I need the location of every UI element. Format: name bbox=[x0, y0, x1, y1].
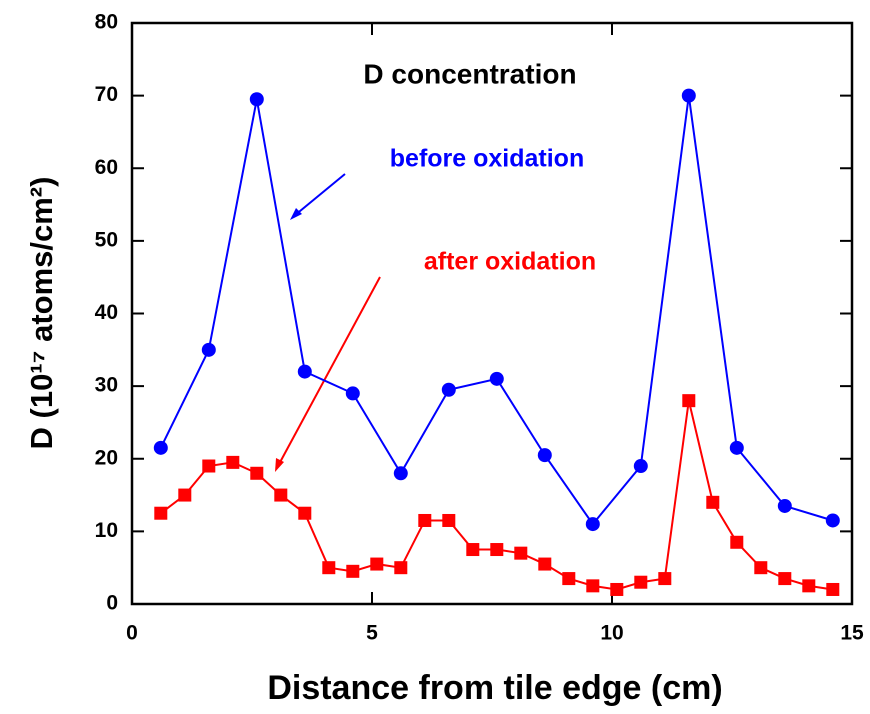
data-point bbox=[537, 448, 552, 463]
y-tick-label: 30 bbox=[95, 374, 118, 397]
data-point bbox=[202, 459, 216, 473]
data-point bbox=[802, 579, 816, 593]
arrow-head bbox=[275, 458, 284, 472]
y-tick-label: 70 bbox=[95, 83, 118, 106]
data-point bbox=[442, 513, 456, 527]
data-point bbox=[538, 557, 552, 571]
y-axis-title: D (10¹⁷ atoms/cm²) bbox=[24, 177, 59, 450]
data-point bbox=[585, 517, 600, 532]
data-point bbox=[201, 342, 216, 357]
data-point bbox=[226, 455, 240, 469]
data-point bbox=[562, 572, 576, 586]
annotation-arrow bbox=[277, 276, 381, 467]
plot-frame bbox=[130, 21, 854, 606]
data-point bbox=[418, 513, 432, 527]
y-tick-label: 20 bbox=[95, 446, 118, 469]
y-tick-label: 60 bbox=[95, 156, 118, 179]
data-point bbox=[394, 561, 408, 575]
data-point bbox=[682, 394, 696, 408]
data-point bbox=[466, 543, 480, 557]
data-point bbox=[249, 92, 264, 107]
data-point bbox=[345, 386, 360, 401]
y-tick-label: 10 bbox=[95, 519, 118, 542]
data-point bbox=[681, 88, 696, 103]
data-point bbox=[826, 582, 840, 596]
data-point bbox=[250, 466, 264, 480]
series-annotation: before oxidation bbox=[390, 145, 584, 173]
x-tick-label: 10 bbox=[600, 622, 623, 645]
data-point bbox=[274, 488, 288, 502]
x-tick-label: 15 bbox=[840, 622, 864, 645]
x-tick-label: 5 bbox=[366, 622, 378, 645]
data-point bbox=[825, 513, 840, 528]
data-point bbox=[297, 364, 312, 379]
data-point bbox=[777, 498, 792, 513]
data-point bbox=[610, 582, 624, 596]
data-point bbox=[322, 561, 336, 575]
data-point bbox=[730, 535, 744, 549]
data-point bbox=[633, 459, 648, 474]
data-point bbox=[490, 543, 504, 557]
data-point bbox=[778, 572, 792, 586]
data-point bbox=[586, 579, 600, 593]
data-point bbox=[514, 546, 528, 560]
data-point bbox=[178, 488, 192, 502]
y-tick-label: 80 bbox=[95, 11, 118, 34]
series-line bbox=[160, 400, 833, 591]
annotation-arrow bbox=[293, 173, 346, 217]
x-axis-title: Distance from tile edge (cm) bbox=[267, 669, 722, 707]
data-point bbox=[346, 564, 360, 578]
data-point bbox=[706, 495, 720, 509]
y-tick-label: 40 bbox=[95, 301, 118, 324]
series-annotation: after oxidation bbox=[424, 248, 596, 276]
data-point bbox=[754, 561, 768, 575]
data-point bbox=[658, 572, 672, 586]
chart-title: D concentration bbox=[363, 58, 576, 89]
data-point bbox=[370, 557, 384, 571]
data-point bbox=[153, 440, 168, 455]
data-point bbox=[489, 371, 504, 386]
data-point bbox=[441, 382, 456, 397]
y-tick-label: 50 bbox=[95, 228, 118, 251]
data-point bbox=[729, 440, 744, 455]
data-point bbox=[634, 575, 648, 589]
data-point bbox=[298, 506, 312, 520]
x-tick-label: 0 bbox=[126, 622, 138, 645]
y-tick-label: 0 bbox=[106, 592, 118, 615]
data-point bbox=[393, 466, 408, 481]
data-point bbox=[154, 506, 168, 520]
arrow-head bbox=[290, 208, 302, 220]
